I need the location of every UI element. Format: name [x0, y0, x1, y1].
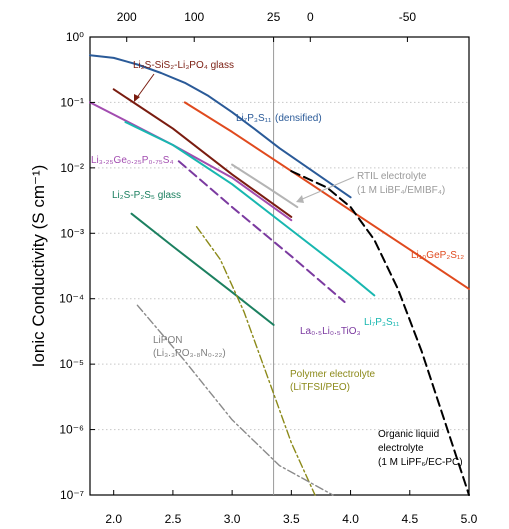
- y-tick-label: 10⁻⁴: [59, 292, 84, 306]
- top-axis-ticks: 200 100 25 0 -50: [117, 10, 417, 42]
- series-line-li7p3s11-densified-: [89, 54, 352, 199]
- top-tick-label: 0: [307, 10, 314, 24]
- label-llto: La₀.₅Li₀.₅TiO₃: [300, 326, 361, 337]
- series-line-li7p3s11: [124, 121, 376, 297]
- label-lgps: Li₁₀GeP₂S₁₂: [411, 250, 464, 261]
- label-organic-sub: (1 M LiPF₆/EC-PC): [378, 457, 463, 468]
- label-lps-glass: Li₂S-P₂S₅ glass: [112, 190, 181, 201]
- y-tick-label: 10⁻¹: [60, 95, 84, 109]
- series-line-li2s-sis2-li3po4-glass: [112, 88, 293, 218]
- label-ligeps: Li₃.₂₅Ge₀.₂₅P₀.₇₅S₄: [91, 155, 174, 166]
- y-tick-label: 10⁻²: [60, 161, 84, 175]
- arrowhead-rtil: [296, 195, 304, 203]
- y-tick-label: 10⁰: [66, 30, 84, 44]
- y-axis-title: Ionic Conductivity (S cm⁻¹): [29, 165, 48, 368]
- label-densified: (densified): [275, 113, 322, 124]
- label-polymer: Polymer electrolyte: [290, 369, 375, 380]
- label-polymer-sub: (LiTFSI/PEO): [290, 382, 350, 393]
- label-li7p3s11-densified: Li₇P₃S₁₁: [236, 113, 272, 124]
- label-rtil-sub: (1 M LiBF₄/EMIBF₄): [357, 185, 445, 196]
- label-organic-2: electrolyte: [378, 443, 424, 454]
- x-tick-label: 5.0: [461, 512, 478, 526]
- top-tick-label: -50: [399, 10, 417, 24]
- label-li2s-sis2-li3po4: Li₂S-SiS₂-Li₃PO₄ glass: [133, 60, 234, 71]
- x-tick-label: 4.0: [342, 512, 359, 526]
- arrow-li2s-sis2: [135, 73, 155, 100]
- arrowhead-li2s-sis2: [134, 94, 140, 102]
- label-rtil: RTIL electrolyte: [357, 171, 427, 182]
- series-line-polymer-electrolyte: [195, 225, 316, 496]
- series-line-organic-liquid-electrolyte: [290, 170, 470, 496]
- top-tick-label: 200: [117, 10, 137, 24]
- arrow-rtil: [299, 176, 355, 201]
- plot-frame: [89, 36, 470, 496]
- y-tick-label: 10⁻⁵: [59, 357, 84, 371]
- top-tick-label: 25: [267, 10, 281, 24]
- annotations: Li₂S-SiS₂-Li₃PO₄ glass Li₇P₃S₁₁ (densifi…: [91, 60, 464, 468]
- y-tick-label: 10⁻³: [60, 226, 84, 240]
- label-lipon-sub: (Li₃.₃PO₃.₈N₀.₂₂): [153, 348, 226, 359]
- x-tick-label: 3.5: [283, 512, 300, 526]
- label-organic-1: Organic liquid: [378, 429, 439, 440]
- grid-lines: [90, 101, 469, 431]
- y-axis-ticks: 10⁰ 10⁻¹ 10⁻² 10⁻³ 10⁻⁴ 10⁻⁵ 10⁻⁶ 10⁻⁷: [59, 30, 95, 502]
- series-line-lipon: [136, 304, 334, 496]
- y-tick-label: 10⁻⁷: [60, 488, 84, 502]
- x-tick-label: 2.0: [105, 512, 122, 526]
- y-tick-label: 10⁻⁶: [59, 423, 84, 437]
- x-tick-label: 4.5: [401, 512, 418, 526]
- top-tick-label: 100: [184, 10, 204, 24]
- label-li7p3s11: Li₇P₃S₁₁: [364, 317, 400, 328]
- series-line-rtil-electrolyte: [231, 163, 299, 209]
- label-lipon: LiPON: [153, 335, 182, 346]
- x-tick-label: 3.0: [224, 512, 241, 526]
- x-tick-label: 2.5: [165, 512, 182, 526]
- series-line-la0-5li0-5tio3: [177, 160, 346, 303]
- x-axis-ticks: 2.0 2.5 3.0 3.5 4.0 4.5 5.0: [105, 490, 478, 526]
- series-line-li2s-p2s5-glass: [130, 212, 275, 326]
- series-line-li3-25ge0-25p0-75s4: [89, 101, 293, 222]
